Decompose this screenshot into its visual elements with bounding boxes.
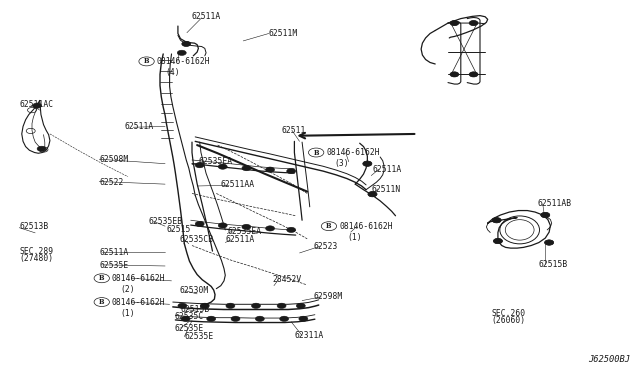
Text: 08146-6162H: 08146-6162H xyxy=(326,148,380,157)
Circle shape xyxy=(541,212,550,218)
Text: 62598M: 62598M xyxy=(99,155,129,164)
Text: 62511A: 62511A xyxy=(125,122,154,131)
Text: (1): (1) xyxy=(120,309,135,318)
Text: J62500BJ: J62500BJ xyxy=(588,355,630,364)
Text: (3): (3) xyxy=(334,159,349,168)
Text: B: B xyxy=(314,148,319,157)
Text: 62511A: 62511A xyxy=(225,235,255,244)
Text: 62511A: 62511A xyxy=(372,165,402,174)
Text: 62535EA: 62535EA xyxy=(227,227,261,236)
Circle shape xyxy=(181,316,190,321)
Circle shape xyxy=(492,218,501,223)
Text: 28452V: 28452V xyxy=(272,275,301,284)
Text: 62535C: 62535C xyxy=(174,312,204,321)
Text: (4): (4) xyxy=(165,68,180,77)
Text: (27480): (27480) xyxy=(19,254,53,263)
Text: 62511AA: 62511AA xyxy=(221,180,255,189)
Text: 62535EB: 62535EB xyxy=(148,217,182,226)
Text: SEC.260: SEC.260 xyxy=(492,309,525,318)
Text: B: B xyxy=(99,298,104,306)
Text: 62530M: 62530M xyxy=(179,286,209,295)
Text: 08146-6162H: 08146-6162H xyxy=(339,222,393,231)
Circle shape xyxy=(218,164,227,169)
Text: 62311A: 62311A xyxy=(294,331,324,340)
Text: 62511AB: 62511AB xyxy=(538,199,572,208)
Text: 62515B: 62515B xyxy=(180,305,210,314)
Text: 62598M: 62598M xyxy=(314,292,343,301)
Circle shape xyxy=(178,303,187,308)
Circle shape xyxy=(37,146,46,151)
Circle shape xyxy=(299,316,308,321)
Text: 62511N: 62511N xyxy=(371,185,401,194)
Circle shape xyxy=(277,303,286,308)
Text: 62535CB: 62535CB xyxy=(179,235,213,244)
Text: 08146-6162H: 08146-6162H xyxy=(112,298,166,307)
Text: 62522: 62522 xyxy=(99,178,124,187)
Text: 62535E: 62535E xyxy=(184,332,214,341)
Text: 62513B: 62513B xyxy=(19,222,49,231)
Circle shape xyxy=(450,20,459,26)
Text: 62535E: 62535E xyxy=(174,324,204,333)
Text: B: B xyxy=(99,274,104,282)
Text: (1): (1) xyxy=(348,233,362,242)
Circle shape xyxy=(242,166,251,171)
Circle shape xyxy=(287,169,296,174)
Circle shape xyxy=(231,316,240,321)
Circle shape xyxy=(255,316,264,321)
Circle shape xyxy=(207,316,216,321)
Circle shape xyxy=(195,221,204,227)
Circle shape xyxy=(266,167,275,172)
Circle shape xyxy=(252,303,260,308)
Circle shape xyxy=(280,316,289,321)
Text: 62535EA: 62535EA xyxy=(198,157,232,166)
Circle shape xyxy=(296,303,305,308)
Text: 62515: 62515 xyxy=(166,225,191,234)
Circle shape xyxy=(287,227,296,232)
Circle shape xyxy=(545,240,554,245)
Text: 08146-6162H: 08146-6162H xyxy=(157,57,211,66)
Text: (26060): (26060) xyxy=(492,316,525,325)
Text: 62511A: 62511A xyxy=(99,248,129,257)
Text: (2): (2) xyxy=(120,285,135,294)
Text: 62511A: 62511A xyxy=(192,12,221,21)
Text: 62511M: 62511M xyxy=(269,29,298,38)
Circle shape xyxy=(182,41,191,46)
Circle shape xyxy=(469,20,478,26)
Circle shape xyxy=(226,303,235,308)
Circle shape xyxy=(363,161,372,166)
Circle shape xyxy=(368,192,377,197)
Circle shape xyxy=(33,103,42,108)
Text: 62515B: 62515B xyxy=(539,260,568,269)
Text: B: B xyxy=(326,222,332,230)
Text: 62511AC: 62511AC xyxy=(19,100,53,109)
Circle shape xyxy=(266,226,275,231)
Circle shape xyxy=(195,163,204,168)
Circle shape xyxy=(469,72,478,77)
Circle shape xyxy=(450,72,459,77)
Text: SEC.289: SEC.289 xyxy=(19,247,53,256)
Text: B: B xyxy=(144,57,149,65)
Circle shape xyxy=(200,303,209,308)
Text: 62511: 62511 xyxy=(282,126,306,135)
Circle shape xyxy=(493,238,502,244)
Text: 08146-6162H: 08146-6162H xyxy=(112,274,166,283)
Circle shape xyxy=(177,50,186,55)
Text: 62535E: 62535E xyxy=(99,261,129,270)
Circle shape xyxy=(218,223,227,228)
Text: 62523: 62523 xyxy=(314,242,338,251)
Circle shape xyxy=(242,224,251,230)
